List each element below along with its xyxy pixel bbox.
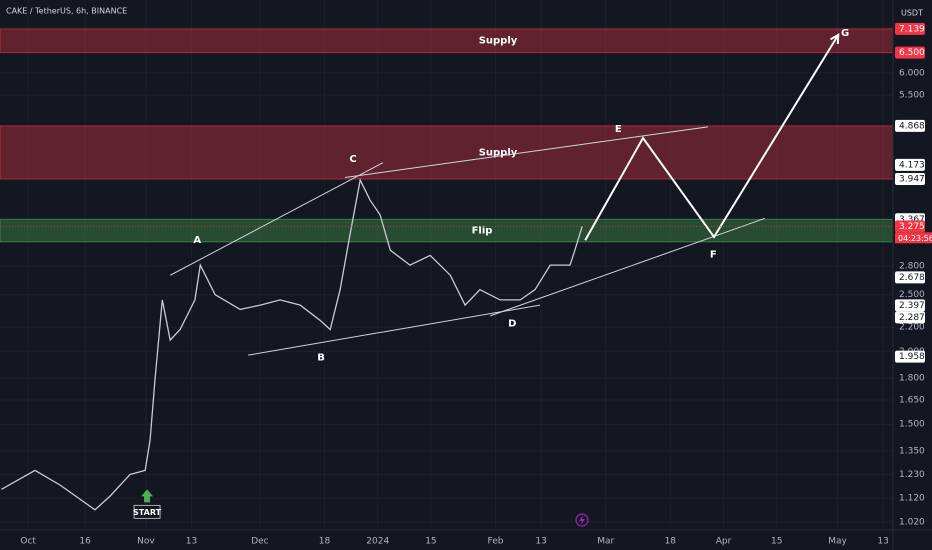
wave-label: F <box>710 250 717 261</box>
x-tick-label: Oct <box>20 537 36 547</box>
y-tick-label: 1.350 <box>899 446 925 456</box>
wave-label: D <box>508 319 516 330</box>
price-label-box <box>895 350 925 363</box>
lightning-icon <box>579 515 585 525</box>
x-tick-label: 18 <box>665 537 677 547</box>
zone-label: Supply <box>479 36 518 47</box>
price-label: 3.367 <box>899 215 925 225</box>
trendline <box>344 126 709 179</box>
y-tick-label: 5.500 <box>899 90 925 100</box>
x-tick-label: Apr <box>716 537 732 547</box>
price-label-box <box>895 220 925 233</box>
zone <box>0 218 894 243</box>
x-tick-label: Dec <box>251 537 268 547</box>
price-label-box <box>895 158 925 171</box>
price-label: 2.678 <box>899 273 925 283</box>
y-tick-label: 1.020 <box>899 517 925 527</box>
price-label: 6.500 <box>899 48 925 58</box>
currency: USDT <box>901 9 923 18</box>
countdown-box <box>895 232 932 244</box>
x-tick-label: 16 <box>79 537 91 547</box>
y-tick-label: 2.200 <box>899 323 925 333</box>
price-label: 2.287 <box>899 313 925 323</box>
wave-label: A <box>193 235 201 246</box>
trendline <box>248 304 541 356</box>
plot: A B C D E F G START <box>0 28 893 519</box>
trendline <box>490 217 766 317</box>
lightning-icon[interactable] <box>575 513 589 527</box>
axis: 1.0201.1201.2301.3501.5001.6501.8002.000… <box>20 22 932 547</box>
y-tick-label: 2.800 <box>899 262 925 272</box>
grid <box>0 0 893 530</box>
price-label: 2.397 <box>899 301 925 311</box>
y-tick-label: 1.800 <box>899 373 925 383</box>
x-tick-label: Mar <box>597 537 614 547</box>
zone-label: Supply <box>479 147 518 158</box>
start-label: START <box>133 508 162 517</box>
wave-label: B <box>317 353 325 364</box>
price-label: 4.173 <box>899 160 925 170</box>
zone <box>0 28 894 54</box>
x-tick-label: 15 <box>771 537 782 547</box>
x-tick-label: May <box>828 537 847 547</box>
start-box <box>133 504 161 519</box>
price-label: 3.275 <box>899 222 925 232</box>
x-tick-label: Nov <box>137 537 155 547</box>
price-label: 1.958 <box>899 352 925 362</box>
price-label: 4.868 <box>899 121 925 131</box>
wave-label: E <box>615 124 622 135</box>
price-label-box <box>895 173 925 186</box>
zones: Supply Supply Flip <box>0 28 894 243</box>
price-label-box <box>895 311 925 324</box>
arrow-head <box>830 33 840 44</box>
wave-label: G <box>841 28 849 39</box>
price-line <box>1 178 583 511</box>
countdown: 04:23:56 <box>898 234 932 243</box>
price-label-box <box>895 46 925 59</box>
y-tick-label: 1.230 <box>899 470 925 480</box>
price-label-box <box>895 119 925 132</box>
x-tick-label: 18 <box>319 537 331 547</box>
x-tick-label: 13 <box>186 537 197 547</box>
y-tick-label: 1.650 <box>899 396 925 406</box>
wave-label: C <box>349 154 356 165</box>
trendline <box>170 162 384 276</box>
price-label-box <box>895 299 925 312</box>
price-label-box <box>895 271 925 284</box>
price-label: 7.139 <box>899 24 925 34</box>
x-tick-label: 2024 <box>366 537 389 547</box>
y-tick-label: 6.000 <box>899 68 925 78</box>
zone <box>0 125 894 180</box>
start-arrow <box>141 489 154 503</box>
x-tick-label: 13 <box>535 537 546 547</box>
price-label: 3.947 <box>899 175 925 185</box>
y-tick-label: 1.500 <box>899 420 925 430</box>
zone-label: Flip <box>472 226 493 237</box>
x-tick-label: 15 <box>425 537 436 547</box>
x-tick-label: Feb <box>488 537 504 547</box>
chart-title: CAKE / TetherUS, 6h, BINANCE <box>6 7 127 16</box>
projection-path <box>584 34 840 241</box>
y-tick-label: 2.500 <box>899 290 925 300</box>
x-tick-label: 13 <box>877 537 888 547</box>
y-tick-label: 1.120 <box>899 494 925 504</box>
price-label-box <box>895 22 925 35</box>
